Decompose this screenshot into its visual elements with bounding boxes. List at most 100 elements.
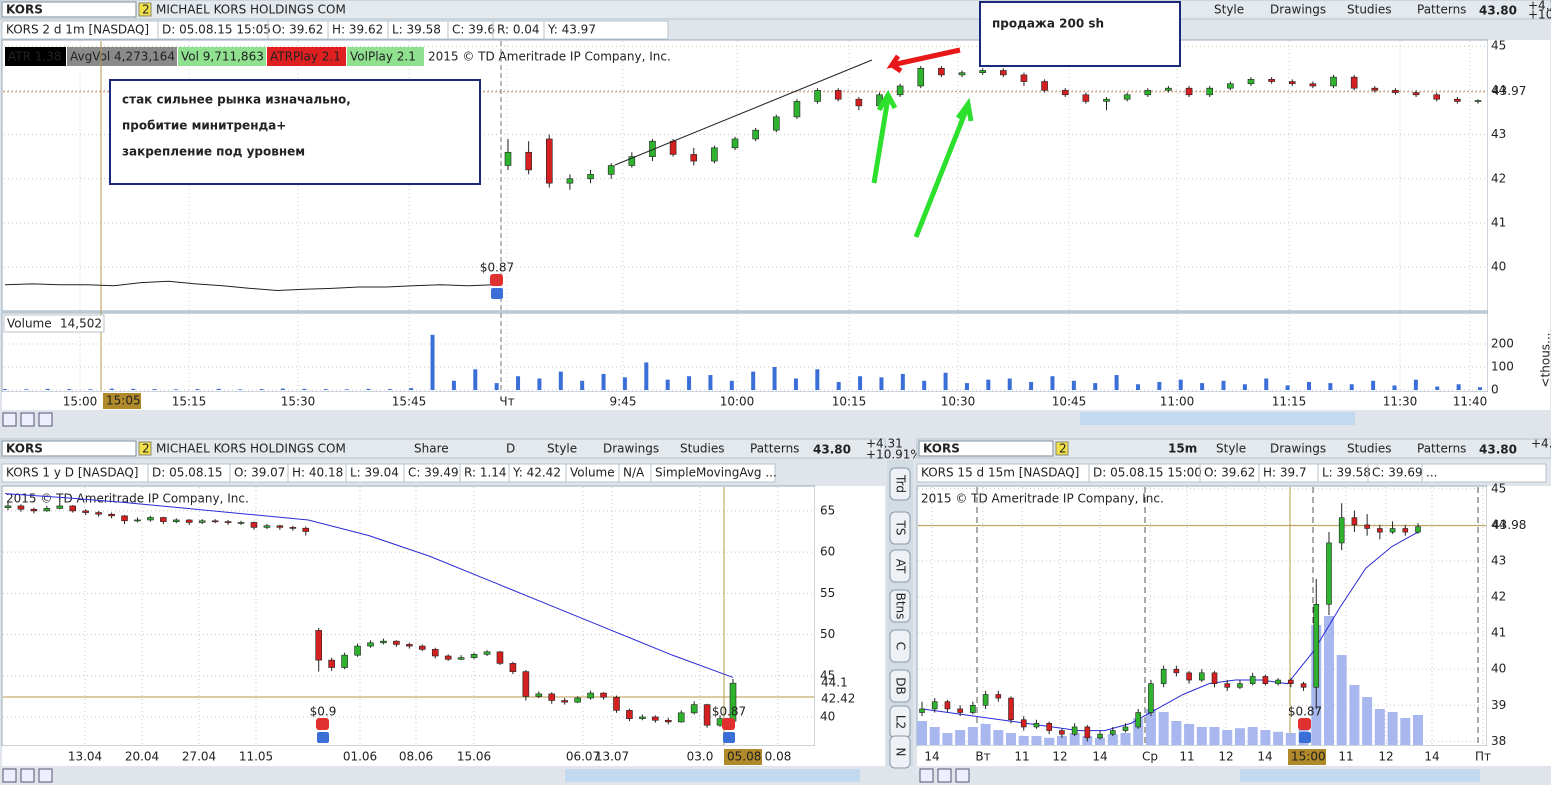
volume-bar <box>537 378 542 390</box>
info-field: H: 39.62 <box>332 23 383 37</box>
price-tag-text: 44.1 <box>821 676 848 690</box>
y-tick-label: 45 <box>1491 481 1506 495</box>
symbol[interactable]: KORS <box>923 442 960 456</box>
side-button[interactable] <box>889 669 911 703</box>
x-tick-label: 10:15 <box>832 395 867 409</box>
volume-bar <box>24 389 29 390</box>
volume-bar <box>1044 737 1055 745</box>
dividend-icon <box>1298 718 1311 730</box>
scrollbar[interactable] <box>1080 412 1355 425</box>
side-button-label[interactable]: Trd <box>894 474 908 493</box>
study-box <box>347 47 424 66</box>
info-field: O: 39.62 <box>272 23 323 37</box>
toolbar-button[interactable]: Style <box>1214 3 1244 17</box>
toolbar-button[interactable]: Style <box>547 442 577 456</box>
nav-button[interactable] <box>20 768 35 783</box>
symbol[interactable]: KORS <box>6 3 43 17</box>
side-button[interactable] <box>889 511 911 545</box>
nav-button[interactable] <box>38 412 53 427</box>
price-tag-text: 42.42 <box>821 692 855 706</box>
x-tick-label: 20.04 <box>125 750 159 764</box>
side-button[interactable] <box>889 467 911 501</box>
volume-bar <box>1285 733 1296 745</box>
x-tick-label: 10:00 <box>720 395 755 409</box>
candle-body <box>677 712 685 723</box>
study-box <box>5 47 66 66</box>
toolbar-button[interactable]: Patterns <box>1417 442 1466 456</box>
symbol-box[interactable] <box>1 440 137 457</box>
candle-body <box>669 140 677 155</box>
volume-bar <box>3 389 7 390</box>
side-button[interactable] <box>889 589 911 623</box>
side-button[interactable] <box>889 549 911 583</box>
side-button-label[interactable]: L2 <box>894 715 908 729</box>
x-tick-label: 11 <box>1179 750 1194 764</box>
y-tick-label: 55 <box>820 586 835 600</box>
toolbar-button[interactable]: Drawings <box>1270 3 1326 17</box>
side-button-label[interactable]: N <box>894 748 908 757</box>
volume-bar <box>1456 384 1461 390</box>
toolbar-button[interactable]: Style <box>1216 442 1246 456</box>
candle-body <box>652 716 659 721</box>
volume-bar <box>1349 384 1354 390</box>
toolbar-button[interactable]: Drawings <box>1270 442 1326 456</box>
side-button-label[interactable]: Btns <box>894 593 908 620</box>
candle-body <box>134 519 141 522</box>
symbol-box[interactable] <box>918 440 1054 457</box>
symbol-box[interactable] <box>1 1 137 18</box>
toolbar-button[interactable]: Patterns <box>750 442 799 456</box>
volume-bar <box>366 388 371 390</box>
nav-button[interactable] <box>937 768 952 783</box>
side-button[interactable] <box>889 735 911 769</box>
candle-body <box>56 505 64 509</box>
candle-body <box>328 659 335 668</box>
toolbar-button[interactable]: Studies <box>680 442 725 456</box>
candle-body <box>1020 74 1028 82</box>
candle-body <box>855 98 863 107</box>
side-button-label[interactable]: C <box>894 642 908 650</box>
event-icon <box>723 732 735 743</box>
company-name: MICHAEL KORS HOLDINGS COM <box>156 3 346 17</box>
volume-bar <box>1171 721 1182 745</box>
x-tick-label: 14 <box>1092 750 1107 764</box>
toolbar-button[interactable]: Studies <box>1347 442 1392 456</box>
toolbar-button[interactable]: Studies <box>1347 3 1392 17</box>
info-field: Y: 43.97 <box>547 23 596 37</box>
nav-button[interactable] <box>2 768 17 783</box>
toolbar-button[interactable]: D <box>506 442 515 456</box>
side-button-label[interactable]: DB <box>894 677 908 694</box>
candle-body <box>457 657 465 660</box>
scrollbar[interactable] <box>1240 769 1480 782</box>
nav-icons <box>2 412 970 783</box>
x-tick-label: 15:00 <box>63 395 98 409</box>
volume-bar <box>1107 734 1118 745</box>
symbol[interactable]: KORS <box>6 442 43 456</box>
nav-button[interactable] <box>20 412 35 427</box>
candle-body <box>354 645 361 656</box>
x-tick-label: 11 <box>1014 750 1029 764</box>
note-text: пробитие минитренда+ <box>122 119 286 133</box>
toolbar-button[interactable]: Patterns <box>1417 3 1466 17</box>
toolbar-button[interactable]: Share <box>414 442 449 456</box>
link-box <box>138 2 152 17</box>
nav-button[interactable] <box>919 768 934 783</box>
volume-bar <box>1336 655 1347 745</box>
side-button-label[interactable]: AT <box>894 559 908 574</box>
candle-body <box>1135 712 1142 728</box>
candle-body <box>896 85 904 96</box>
candle-body <box>587 692 594 699</box>
toolbar-button[interactable]: Drawings <box>603 442 659 456</box>
interval: 15m <box>1168 442 1197 456</box>
candle-body <box>504 151 512 166</box>
candle-body <box>1288 679 1294 684</box>
volume-bar <box>1200 383 1205 390</box>
side-button-label[interactable]: TS <box>894 520 908 536</box>
nav-button[interactable] <box>955 768 970 783</box>
change: +4.31 <box>866 437 903 451</box>
side-button[interactable] <box>889 629 911 663</box>
volume-bar <box>1392 385 1397 390</box>
nav-button[interactable] <box>38 768 53 783</box>
last-price: 43.80 <box>813 443 851 457</box>
scrollbar[interactable] <box>565 769 860 782</box>
nav-button[interactable] <box>2 412 17 427</box>
